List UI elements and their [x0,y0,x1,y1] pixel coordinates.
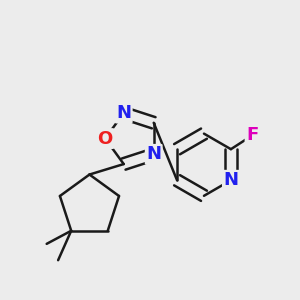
Text: F: F [246,126,258,144]
Text: N: N [146,145,161,163]
Text: N: N [224,171,238,189]
Text: O: O [98,130,113,148]
Text: N: N [116,104,131,122]
